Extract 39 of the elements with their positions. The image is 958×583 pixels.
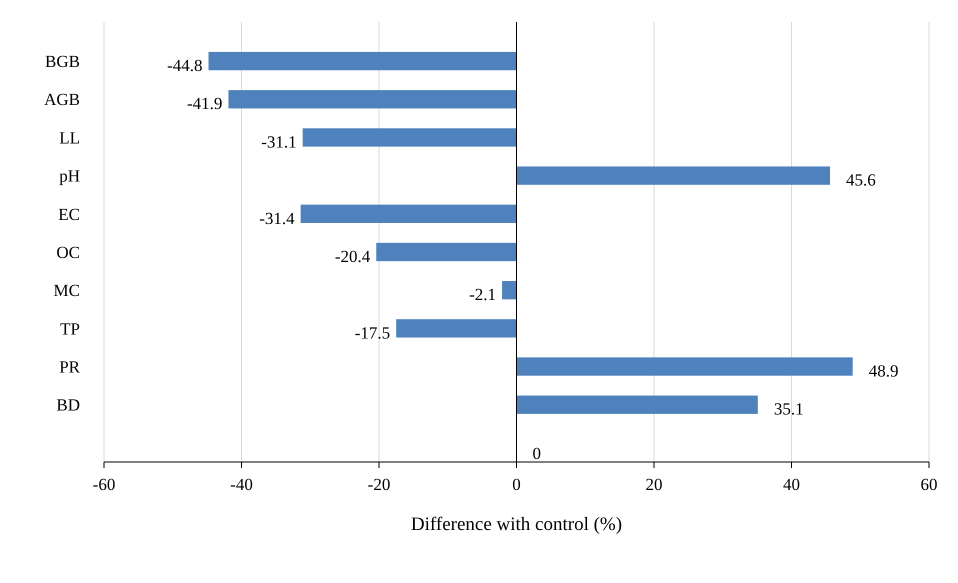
y-tick-label: OC [56,242,80,262]
y-tick-label: AGB [44,90,80,110]
data-label: -2.1 [469,285,496,304]
data-label: -31.4 [259,208,296,228]
bar [300,204,516,223]
y-tick-label: BD [56,396,80,415]
y-tick-label: EC [58,204,80,224]
y-tick-label: MC [54,281,80,300]
bar [396,319,516,338]
bar [208,52,516,70]
data-label: 0 [532,444,541,463]
data-label: -31.1 [261,132,297,152]
x-tick-label: 40 [783,475,800,494]
bar [516,396,758,414]
x-tick-label: 0 [512,475,521,494]
bar [502,281,516,300]
bar [302,128,516,147]
x-tick-label: -40 [230,475,253,494]
bar [228,90,516,108]
data-label: -41.9 [187,94,222,114]
x-tick-label: 20 [646,475,662,494]
bar [516,166,830,185]
x-axis-title: Difference with control (%) [410,514,622,535]
y-tick-label: BGB [45,52,80,72]
x-tick-label: 60 [920,475,938,494]
data-label: 35.1 [774,400,804,419]
data-label: -17.5 [354,323,390,342]
y-tick-label: PR [59,357,81,376]
data-label: -20.4 [334,246,371,266]
bar [376,242,516,262]
y-tick-label: pH [59,166,80,186]
x-tick-label: -20 [368,475,390,494]
data-label: 48.9 [868,361,898,380]
bar [516,357,853,376]
data-label: 45.6 [846,170,876,190]
y-tick-label: TP [60,319,80,338]
data-label: -44.8 [167,56,202,76]
x-tick-label: -60 [92,475,116,494]
y-tick-label: LL [59,128,80,148]
